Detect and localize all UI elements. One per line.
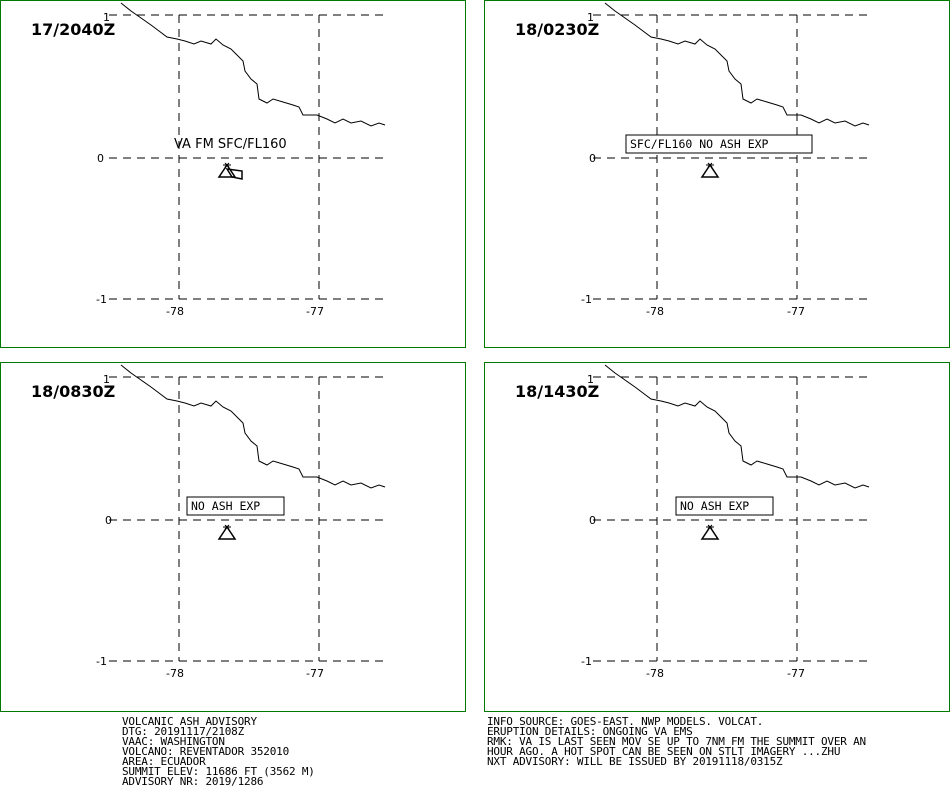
info-line: NXT ADVISORY: WILL BE ISSUED BY 20191118… [487,755,783,768]
panel-time: 18/0230Z [515,20,600,39]
ash-label-box [186,496,285,516]
lat-label-minus1: -1 [581,293,592,306]
lon-label-minus77: -77 [306,305,324,318]
map-panel-2: SFC/FL160 NO ASH EXP 0 -1 1 -78 -77 18/0… [484,0,950,348]
ash-label-box [625,134,813,154]
info-line: ERUPTION DETAILS: ONGOING VA EMS [487,725,693,738]
info-line: RMK: VA IS LAST SEEN MOV SE UP TO 7NM FM… [487,735,866,748]
volcano-icon [700,162,720,178]
volcano-icon [217,162,237,178]
lon-label-minus78: -78 [166,667,184,680]
lat-label-1: 1 [587,11,594,24]
advisory-line: ADVISORY NR: 2019/1286 [122,775,264,788]
volcano-icon [700,524,720,540]
lat-label-minus1: -1 [96,655,107,668]
advisory-line: VAAC: WASHINGTON [122,735,225,748]
ash-label: NO ASH EXP [680,499,749,513]
lon-label-minus78: -78 [166,305,184,318]
map-canvas: SFC/FL160 NO ASH EXP 0 -1 1 -78 -77 [581,2,873,318]
coastline [604,2,870,127]
lat-label-1: 1 [103,373,110,386]
ash-label: SFC/FL160 NO ASH EXP [630,137,769,151]
ash-label-box [675,496,774,516]
lat-label-1: 1 [587,373,594,386]
advisory-line: VOLCANO: REVENTADOR 352010 [122,745,289,758]
info-line: INFO SOURCE: GOES-EAST. NWP MODELS. VOLC… [487,715,764,728]
panel-time: 18/0830Z [31,382,116,401]
lat-label-1: 1 [103,11,110,24]
advisory-line: VOLCANIC ASH ADVISORY [122,715,257,728]
lat-label-0: 0 [97,152,104,165]
lat-label-0: 0 [105,514,112,527]
ash-label: NO ASH EXP [191,499,260,513]
volcano-icon [217,524,237,540]
advisory-line: SUMMIT ELEV: 11686 FT (3562 M) [122,765,315,778]
map-canvas: 0 -1 1 -78 -77 VA FM SFC/FL160 [96,2,389,318]
lon-label-minus78: -78 [646,667,664,680]
map-panel-1: 0 -1 1 -78 -77 VA FM SFC/FL160 17/2040Z [0,0,466,348]
lon-label-minus78: -78 [646,305,664,318]
map-panel-4: NO ASH EXP 0 -1 1 -78 -77 18/1430Z [484,362,950,712]
info-line: HOUR AGO. A HOT SPOT CAN BE SEEN ON STLT… [487,745,841,758]
lat-label-minus1: -1 [581,655,592,668]
advisory-header: VOLCANIC ASH ADVISORY DTG: 20191117/2108… [122,715,315,788]
panel-time: 17/2040Z [31,20,116,39]
coastline [604,364,870,489]
lat-label-0: 0 [589,514,596,527]
advisory-line: DTG: 20191117/2108Z [122,725,245,738]
map-canvas: NO ASH EXP 0 -1 1 -78 -77 [581,364,873,680]
lon-label-minus77: -77 [787,667,805,680]
lon-label-minus77: -77 [787,305,805,318]
lat-label-0: 0 [589,152,596,165]
lon-label-minus77: -77 [306,667,324,680]
panel-time: 18/1430Z [515,382,600,401]
advisory-info: INFO SOURCE: GOES-EAST. NWP MODELS. VOLC… [487,715,866,768]
map-panel-3: NO ASH EXP 0 -1 1 -78 -77 18/0830Z [0,362,466,712]
ash-label: VA FM SFC/FL160 [174,137,287,152]
map-canvas: NO ASH EXP 0 -1 1 -78 -77 [96,364,389,680]
lat-label-minus1: -1 [96,293,107,306]
coastline [120,2,386,127]
ash-polygon [225,168,243,180]
advisory-line: AREA: ECUADOR [122,755,206,768]
coastline [120,364,386,489]
